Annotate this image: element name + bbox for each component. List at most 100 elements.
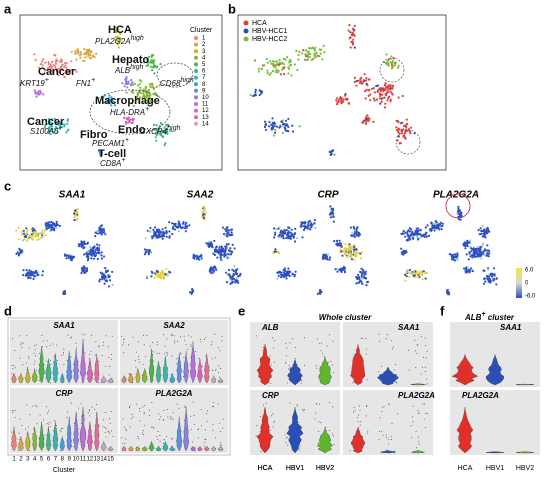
cell-point [219,444,221,446]
cell-point [25,274,28,277]
cell-point [211,358,213,360]
cell-point [353,24,356,27]
cell-point [159,419,161,421]
colorbar-label: 0 [525,281,529,287]
cell-point [422,403,424,405]
cell-point [318,421,320,423]
cell-point [469,245,472,248]
cell-point [187,348,189,350]
cell-point [486,231,489,234]
cell-point [94,408,96,410]
violin [190,341,196,384]
violin [350,427,366,454]
cell-point [275,60,278,63]
cell-point [390,55,393,58]
violin [11,373,17,384]
cell-point [212,424,214,426]
cell-point [112,436,114,438]
violin [127,445,134,452]
cell-point [331,214,334,217]
cell-point [14,417,16,419]
cell-point [100,257,103,260]
cell-point [351,254,354,257]
cell-point [328,150,331,154]
cell-point [483,248,487,251]
cell-point [152,62,155,65]
cell-point [107,98,110,101]
cell-point [359,409,361,411]
cell-point [96,404,98,405]
cell-point [81,268,84,271]
cell-point [40,60,44,63]
cell-point [11,373,13,375]
cell-point [273,125,276,128]
cell-point [145,61,148,64]
cell-point [87,255,90,258]
cell-point [43,419,45,421]
cell-point [46,340,48,342]
cell-point [19,335,21,337]
cell-point [388,443,390,445]
cell-point [275,125,279,128]
cell-point [419,229,422,232]
cell-point [47,61,50,64]
violin [87,421,93,452]
cell-point [114,26,117,29]
cell-point [349,375,351,377]
cell-point [454,257,457,261]
cell-point [289,402,291,404]
cell-point [143,404,145,406]
violin [80,338,86,384]
cell-point [452,258,455,261]
cell-point [55,122,58,125]
cell-point [282,57,285,61]
cell-point [418,232,421,235]
cell-point [338,239,341,242]
cell-point [26,362,27,364]
panel-title-sup: + [481,311,485,318]
cell-point [271,415,273,417]
legend-label: 11 [202,102,209,108]
cell-point [350,245,353,248]
cell-point [98,382,100,384]
gene-title: PLA2G2A [462,391,499,400]
violin [196,358,203,384]
cell-point [357,416,359,418]
legend-label: 9 [202,88,206,94]
cell-point [50,223,53,226]
cell-point [227,243,230,246]
cell-point [348,102,351,105]
cell-point [98,280,101,283]
legend-swatch [194,36,198,40]
cell-point [149,226,152,230]
cell-point [303,58,306,61]
violin [25,431,31,452]
cell-point [150,98,153,101]
cell-point [185,344,187,346]
cell-point [283,275,286,279]
cell-point [36,406,38,408]
cell-point [98,244,101,247]
cell-point [325,257,328,260]
cell-point [53,53,56,57]
cell-point [434,222,437,225]
cell-point [76,49,79,52]
cell-point [468,251,471,254]
cluster-annotation-base: FN1 [76,79,91,88]
cell-point [222,427,224,429]
cell-point [479,227,482,230]
cell-point [206,413,208,415]
cell-point [344,94,347,97]
legend-swatch [194,75,198,80]
cell-point [272,413,274,415]
cell-point [349,30,352,34]
cell-point [355,253,358,256]
cell-point [350,258,354,261]
cell-point [143,61,146,64]
cell-point [73,446,75,447]
cell-point [28,347,30,349]
cell-point [63,348,65,350]
cell-point [150,65,153,68]
cell-point [300,382,302,384]
cell-point [67,69,70,72]
